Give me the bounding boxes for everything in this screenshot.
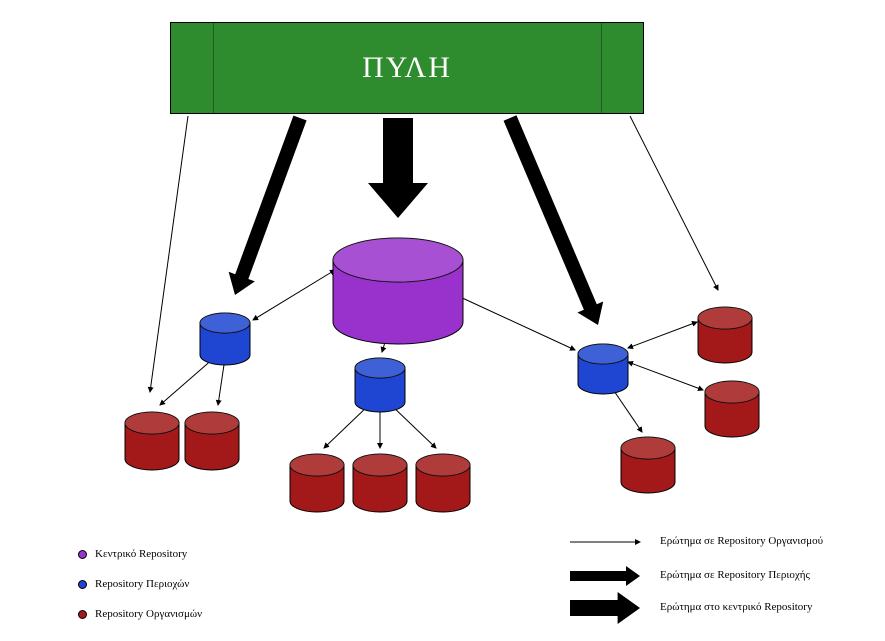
arrow-legend-label: Ερώτημα στο κεντρικό Repository <box>660 601 812 613</box>
arrow-legend-label: Ερώτημα σε Repository Οργανισμού <box>660 535 823 547</box>
arrow-legend-label: Ερώτημα σε Repository Περιοχής <box>660 569 810 581</box>
